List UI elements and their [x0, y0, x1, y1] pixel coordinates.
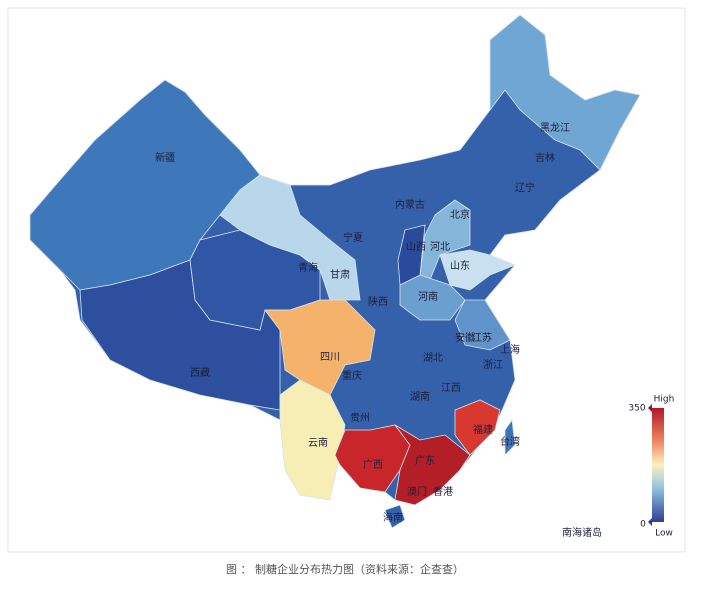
- region: [454, 299, 511, 351]
- region-label: 重庆: [342, 369, 362, 382]
- region-label: 广西: [363, 459, 383, 471]
- region-label: 宁夏: [343, 231, 363, 244]
- region-label: 北京: [450, 208, 470, 221]
- region-label: 上海: [500, 343, 520, 356]
- region-label: 山东: [450, 259, 470, 272]
- region-label: 香港: [433, 486, 453, 498]
- region-label: 福建: [473, 423, 493, 436]
- region-label: 四川: [320, 352, 340, 363]
- region-label: 浙江: [483, 359, 503, 371]
- islands-label: 南海诸岛: [562, 526, 602, 539]
- region-label: 西藏: [190, 367, 210, 379]
- legend-min: 0: [640, 520, 646, 530]
- region-label: 湖南: [410, 390, 430, 403]
- region: [397, 224, 426, 286]
- region-label: 云南: [308, 436, 328, 449]
- region: [399, 274, 466, 321]
- legend-marker: [648, 518, 652, 526]
- legend-marker: [648, 404, 652, 412]
- region: [504, 418, 516, 456]
- region-label: 湖北: [423, 352, 443, 364]
- region-label: 安徽: [455, 331, 475, 344]
- legend-low: Low: [655, 529, 673, 539]
- region: [264, 299, 376, 396]
- region-label: 海南: [383, 511, 403, 524]
- caption: 图 ： 制糖企业分布热力图（资料来源：企查查）: [226, 562, 464, 576]
- region-label: 江苏: [472, 331, 492, 344]
- region: [394, 424, 471, 506]
- region-label: 河北: [430, 241, 450, 253]
- region: [454, 399, 501, 456]
- legend-bar: [652, 408, 664, 522]
- region-label: 台湾: [500, 435, 520, 448]
- region-label: 澳门: [407, 485, 427, 498]
- region: [439, 249, 517, 291]
- region-label: 陕西: [368, 295, 388, 308]
- legend-max: 350: [628, 404, 645, 414]
- region-label: 江西: [441, 382, 461, 394]
- region-label: 山西: [406, 241, 426, 253]
- region-label: 河南: [418, 290, 438, 303]
- region: [279, 379, 346, 501]
- region-label: 贵州: [350, 411, 370, 424]
- region-label: 青海: [298, 261, 318, 274]
- region-label: 甘肃: [330, 268, 350, 281]
- region-label: 辽宁: [515, 181, 535, 194]
- region: [384, 504, 406, 529]
- region: [419, 199, 471, 281]
- region-label: 吉林: [535, 151, 555, 164]
- region: [489, 14, 641, 171]
- region-label: 广东: [415, 454, 435, 467]
- region-label: 内蒙古: [395, 198, 425, 211]
- legend-high: High: [654, 395, 675, 405]
- region: [219, 174, 361, 301]
- region-label: 新疆: [155, 151, 175, 164]
- region-label: 黑龙江: [540, 121, 570, 134]
